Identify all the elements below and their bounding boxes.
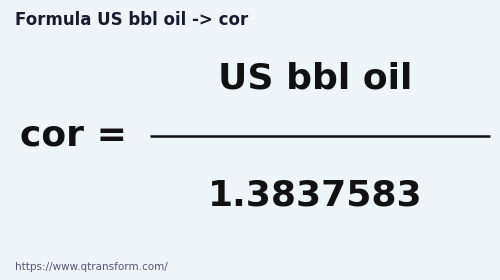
Text: https://www.qtransform.com/: https://www.qtransform.com/ xyxy=(15,262,168,272)
Text: Formula US bbl oil -> cor: Formula US bbl oil -> cor xyxy=(15,11,248,29)
Text: US bbl oil: US bbl oil xyxy=(218,61,412,95)
Text: 1.3837583: 1.3837583 xyxy=(208,179,422,213)
Text: cor =: cor = xyxy=(20,119,127,153)
